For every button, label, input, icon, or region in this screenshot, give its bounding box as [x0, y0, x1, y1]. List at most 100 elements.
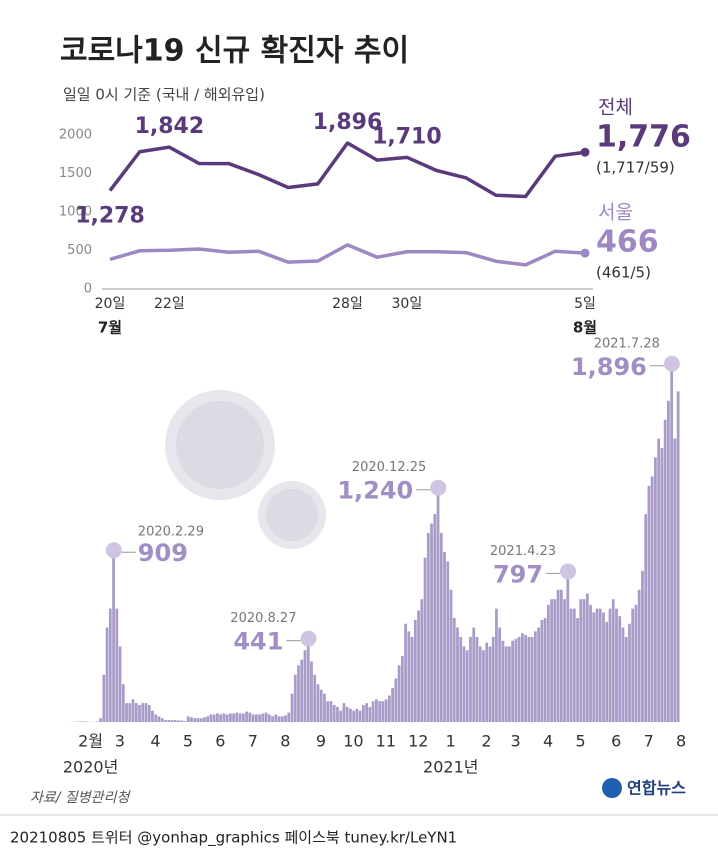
bar [362, 704, 365, 722]
x-tick-label: 4 [150, 732, 160, 751]
bar [589, 604, 592, 722]
bar [128, 703, 132, 722]
bar [475, 636, 479, 722]
bar [254, 714, 258, 722]
value-label: 1,896 [313, 110, 383, 135]
end-note: (461/5) [596, 264, 651, 282]
bar [131, 699, 135, 722]
bar [485, 642, 489, 722]
bar [553, 599, 557, 722]
bar [310, 661, 313, 722]
x-tick-label: 3 [115, 732, 125, 751]
bar [345, 706, 349, 722]
bar [462, 646, 466, 722]
x-tick-label: 2 [481, 732, 491, 751]
x-tick-label: 28일 [332, 296, 363, 312]
bar [339, 710, 343, 722]
x-tick-label: 8 [676, 732, 686, 751]
bar [546, 604, 550, 722]
bar [167, 720, 171, 722]
bar [637, 589, 641, 722]
bar [371, 701, 375, 722]
x-month-label: 8월 [573, 319, 597, 337]
bar [394, 678, 398, 722]
bar [274, 714, 278, 722]
bar [144, 703, 148, 722]
bar [147, 704, 151, 722]
title: 코로나19 신규 확진자 추이 [60, 34, 409, 69]
bar [508, 646, 511, 722]
bar [673, 438, 677, 722]
x-tick-label: 7 [644, 732, 654, 751]
bar [219, 714, 223, 722]
bar [628, 623, 631, 722]
bar [602, 612, 605, 722]
bar [527, 636, 531, 722]
series-name: 전체 [598, 97, 633, 119]
end-point [580, 248, 590, 258]
bar [650, 476, 654, 722]
bar [209, 714, 213, 722]
value-label: 1,710 [372, 124, 442, 149]
x-tick-label: 20일 [95, 296, 126, 312]
bar [378, 701, 382, 722]
bar [306, 638, 310, 722]
peak-value: 797 [493, 560, 543, 588]
x-tick-label: 5일 [574, 296, 596, 312]
bar [300, 659, 304, 722]
end-value: 466 [596, 225, 659, 260]
peak-value: 909 [138, 539, 188, 567]
bar [284, 715, 287, 722]
bar [115, 608, 119, 722]
bar [241, 713, 245, 722]
bar [533, 631, 537, 722]
source: 자료/ 질병관리청 [30, 790, 131, 806]
bar [611, 599, 615, 722]
peak-marker [105, 542, 122, 559]
bar [647, 485, 651, 722]
bar [670, 363, 674, 722]
bar [488, 646, 492, 722]
bar [349, 708, 352, 722]
bar [180, 720, 184, 722]
peak-marker [560, 563, 577, 580]
x-tick-label: 10 [343, 732, 363, 751]
bar [433, 514, 437, 722]
footer: 20210805 트위터 @yonhap_graphics 페이스북 tuney… [10, 829, 457, 848]
bar [329, 701, 333, 722]
bar [381, 701, 385, 722]
bar [290, 693, 294, 722]
bar [420, 599, 424, 722]
bar [108, 608, 112, 722]
value-label: 1,278 [75, 204, 145, 229]
x-tick-label: 8 [280, 732, 290, 751]
bar [566, 571, 570, 722]
bar [663, 419, 667, 722]
end-value: 1,776 [596, 120, 691, 155]
x-tick-label: 2월 [78, 732, 103, 751]
bar [495, 608, 498, 722]
bar [605, 621, 609, 722]
y-tick-label: 2000 [59, 128, 92, 143]
peak-value: 1,896 [571, 353, 647, 381]
bar [501, 640, 505, 722]
bar [99, 718, 102, 722]
bar [413, 619, 417, 722]
series-line [109, 243, 586, 267]
bar [297, 665, 300, 722]
bar [154, 714, 158, 722]
bar [569, 608, 573, 722]
bar [293, 674, 297, 722]
bar [352, 710, 356, 722]
peak-marker [430, 479, 447, 496]
bar [576, 618, 579, 722]
bar [212, 714, 216, 722]
bar [491, 636, 495, 722]
peak-date: 2021.7.28 [594, 336, 660, 351]
bar [621, 627, 625, 722]
bar [397, 665, 401, 722]
bar [222, 713, 226, 722]
bar [676, 391, 680, 722]
bar [498, 627, 502, 722]
